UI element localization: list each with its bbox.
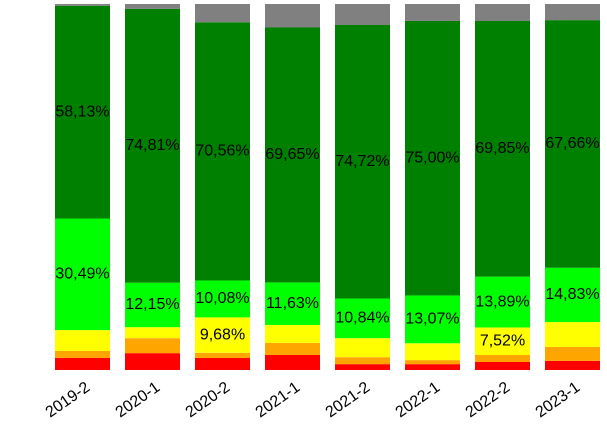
data-label: 69,85% (475, 140, 529, 157)
bar-segment (405, 364, 460, 370)
bar-segment (195, 352, 250, 358)
data-label: 13,07% (405, 311, 459, 328)
bar-segment (195, 4, 250, 23)
bar-segment (125, 338, 180, 354)
bar-segment (195, 357, 250, 370)
bar-segment (195, 280, 250, 318)
data-label: 74,72% (335, 153, 389, 170)
data-label: 9,68% (200, 326, 245, 343)
bar-segment (545, 346, 600, 361)
data-label: 14,83% (545, 286, 599, 303)
bar-segment (125, 353, 180, 370)
bar-segment (335, 4, 390, 26)
bar-segment (545, 360, 600, 370)
bar-segment (335, 25, 390, 299)
data-label: 11,63% (266, 295, 319, 312)
data-label: 74,81% (125, 137, 179, 154)
bar-segment (55, 357, 110, 370)
bar-segment (545, 322, 600, 347)
data-label: 70,56% (195, 143, 249, 160)
bar-segment (475, 361, 530, 370)
bar-segment (335, 298, 390, 339)
bar-segment (545, 267, 600, 323)
bar-segment (265, 342, 320, 355)
bar-segment (265, 4, 320, 28)
x-tick-label: 2022-2 (463, 379, 514, 422)
bar-segment (55, 4, 110, 6)
x-tick-label: 2019-2 (43, 379, 94, 422)
bar-segment (335, 364, 390, 370)
bar-segment (405, 343, 460, 361)
data-label: 10,84% (335, 310, 389, 327)
data-label: 69,65% (265, 146, 319, 163)
bar-segment (475, 20, 530, 277)
x-tick-label: 2021-1 (253, 379, 304, 422)
data-label: 7,52% (480, 332, 525, 349)
bar-segment (405, 360, 460, 365)
bar-segment (265, 354, 320, 370)
bar-segment (55, 5, 110, 219)
data-label: 30,49% (55, 266, 109, 283)
bar-segment (475, 276, 530, 328)
bar-segment (125, 8, 180, 283)
bar-segment (405, 20, 460, 296)
data-label: 13,89% (475, 293, 529, 310)
bar-segment (125, 327, 180, 339)
bar-segment (195, 317, 250, 353)
bar-segment (125, 4, 180, 9)
x-tick-label: 2020-1 (113, 379, 164, 422)
bar-segment (265, 27, 320, 283)
bar-segment (335, 338, 390, 358)
bar-segment (475, 4, 530, 21)
bar-segment (405, 4, 460, 21)
data-label: 10,08% (195, 290, 249, 307)
bar-segment (335, 357, 390, 365)
bar-segment (125, 282, 180, 328)
bar-segment (195, 22, 250, 281)
bar-segment (55, 218, 110, 331)
bar-segment (265, 324, 320, 343)
data-label: 12,15% (125, 296, 179, 313)
x-tick-label: 2023-1 (533, 379, 584, 422)
bar-segment (55, 330, 110, 351)
x-tick-label: 2020-2 (183, 379, 234, 422)
x-tick-label: 2021-2 (323, 379, 374, 422)
bar-segment (55, 350, 110, 358)
bar-segment (265, 282, 320, 325)
bar-segment (475, 354, 530, 362)
bar-segment (405, 295, 460, 344)
x-tick-label: 2022-1 (393, 379, 444, 422)
bar-segment (545, 20, 600, 268)
bar-segment (475, 327, 530, 355)
data-label: 58,13% (55, 103, 109, 120)
data-label: 75,00% (405, 149, 459, 166)
bar-segment (545, 4, 600, 21)
data-label: 67,66% (545, 135, 599, 152)
